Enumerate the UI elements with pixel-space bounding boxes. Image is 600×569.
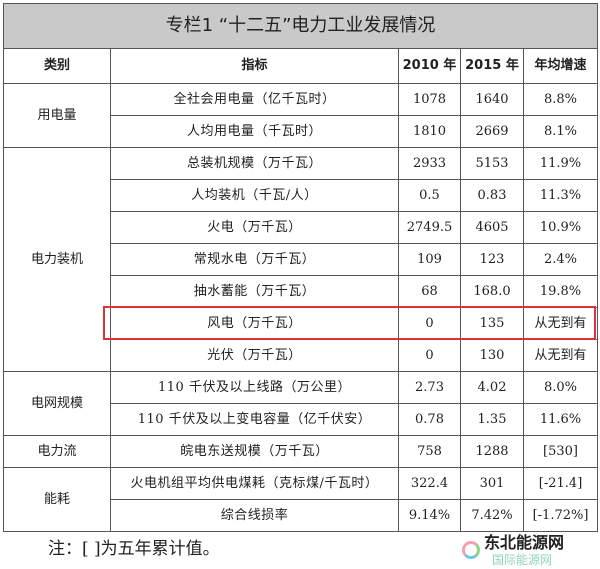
indicator-cell: 常规水电（万千瓦） — [110, 243, 399, 276]
table-row: 人均装机（千瓦/人） 0.5 0.83 11.3% — [4, 179, 599, 212]
value-2015: 4605 — [460, 211, 524, 244]
table-row: 电力装机 总装机规模（万千瓦） 2933 5153 11.9% — [3, 147, 599, 372]
value-2015: 168.0 — [460, 275, 524, 308]
growth-rate: 11.9% — [522, 147, 599, 180]
column-header: 2015 年 — [460, 48, 524, 84]
table-note: 注：[ ]为五年累计值。 — [48, 539, 220, 559]
power-industry-table: 专栏1 “十二五”电力工业发展情况 类别 指标 2010 年 2015 年年均增速 用… — [2, 3, 599, 532]
table-row: 用电量 全社会用电量（亿千瓦时） 1078 1640 8.8% — [3, 83, 599, 148]
growth-rate: 19.8% — [522, 275, 599, 308]
logo-sub: 国际能源网 — [492, 553, 553, 567]
column-header: 类别 — [3, 48, 111, 84]
value-2010: 1078 — [398, 83, 461, 116]
value-2010: 68 — [398, 275, 461, 308]
indicator-cell: 抽水蓄能（万千瓦） — [110, 275, 399, 308]
table-row: 人均用电量（千瓦时） 1810 2669 8.1% — [4, 115, 599, 148]
value-2010: 109 — [398, 243, 461, 276]
value-2015: 130 — [460, 339, 524, 372]
value-2010: 2.73 — [398, 371, 461, 404]
growth-rate: [530] — [522, 435, 599, 468]
indicator-cell: 风电（万千瓦） — [110, 307, 399, 340]
category-cell: 能耗 — [3, 467, 111, 532]
table-row: 常规水电（万千瓦） 109 123 2.4% — [4, 243, 599, 276]
value-2010: 0.5 — [398, 179, 461, 212]
value-2015: 0.83 — [460, 179, 524, 212]
value-2010: 0 — [398, 339, 461, 372]
indicator-cell: 人均用电量（千瓦时） — [110, 115, 399, 148]
indicator-cell: 光伏（万千瓦） — [110, 339, 399, 372]
value-2015: 135 — [460, 307, 524, 340]
indicator-cell: 皖电东送规模（万千瓦） — [110, 435, 399, 468]
logo-name: 东北能源网 — [484, 533, 565, 552]
value-2015: 2669 — [460, 115, 524, 148]
growth-rate: 8.1% — [522, 115, 599, 148]
value-2010: 0 — [398, 307, 461, 340]
indicator-cell: 综合线损率 — [110, 499, 399, 532]
growth-rate: 10.9% — [522, 211, 599, 244]
value-2010: 0.78 — [398, 403, 461, 436]
value-2015: 301 — [460, 467, 524, 500]
value-2015: 1640 — [460, 83, 524, 116]
growth-rate: 2.4% — [522, 243, 599, 276]
table-row: 电网规模 110 千伏及以上线路（万公里） 2.73 4.02 8.0% — [3, 371, 599, 436]
value-2015: 4.02 — [460, 371, 524, 404]
column-header: 2010 年 — [398, 48, 461, 84]
table-row: 110 千伏及以上变电容量（亿千伏安） 0.78 1.35 11.6% — [4, 403, 599, 436]
growth-rate: [-21.4] — [522, 467, 599, 500]
value-2015: 1288 — [460, 435, 524, 468]
value-2010: 9.14% — [398, 499, 461, 532]
indicator-cell: 总装机规模（万千瓦） — [110, 147, 399, 180]
category-cell: 用电量 — [3, 83, 111, 148]
growth-rate: 8.0% — [522, 371, 599, 404]
logo-icon — [462, 541, 480, 559]
growth-rate: 11.6% — [522, 403, 599, 436]
growth-rate: 从无到有 — [522, 307, 599, 340]
indicator-cell: 人均装机（千瓦/人） — [110, 179, 399, 212]
value-2015: 1.35 — [460, 403, 524, 436]
column-header: 指标 — [110, 48, 399, 84]
indicator-cell: 火电机组平均供电煤耗（克标煤/千瓦时） — [110, 467, 399, 500]
value-2015: 5153 — [460, 147, 524, 180]
growth-rate: 从无到有 — [522, 339, 599, 372]
header-row: 类别 指标 2010 年 2015 年年均增速 — [3, 48, 599, 84]
value-2015: 7.42% — [460, 499, 524, 532]
value-2010: 758 — [398, 435, 461, 468]
value-2010: 1810 — [398, 115, 461, 148]
value-2015: 123 — [460, 243, 524, 276]
table-title: 专栏1 “十二五”电力工业发展情况 — [2, 3, 599, 49]
indicator-cell: 全社会用电量（亿千瓦时） — [110, 83, 399, 116]
table-row: 抽水蓄能（万千瓦） 68 168.0 19.8% — [4, 275, 599, 308]
category-cell: 电网规模 — [3, 371, 111, 436]
table-row: 风电（万千瓦） 0 135 从无到有 — [4, 307, 599, 340]
table-row: 综合线损率 9.14% 7.42% [-1.72%] — [4, 499, 599, 532]
table-row: 能耗 火电机组平均供电煤耗（克标煤/千瓦时） 322.4 301 [-21.4] — [3, 467, 599, 532]
value-2010: 322.4 — [398, 467, 461, 500]
growth-rate: [-1.72%] — [522, 499, 599, 532]
category-cell: 电力装机 — [3, 147, 111, 372]
category-cell: 电力流 — [3, 435, 111, 468]
table-row: 电力流 皖电东送规模（万千瓦） 758 1288 [530] — [3, 435, 599, 468]
indicator-cell: 火电（万千瓦） — [110, 211, 399, 244]
value-2010: 2749.5 — [398, 211, 461, 244]
growth-rate: 8.8% — [522, 83, 599, 116]
indicator-cell: 110 千伏及以上线路（万公里） — [110, 371, 399, 404]
growth-rate: 11.3% — [522, 179, 599, 212]
table-row: 火电（万千瓦） 2749.5 4605 10.9% — [4, 211, 599, 244]
logo: 东北能源网 国际能源网 — [462, 533, 598, 569]
value-2010: 2933 — [398, 147, 461, 180]
column-header: 年均增速 — [522, 48, 599, 84]
indicator-cell: 110 千伏及以上变电容量（亿千伏安） — [110, 403, 399, 436]
